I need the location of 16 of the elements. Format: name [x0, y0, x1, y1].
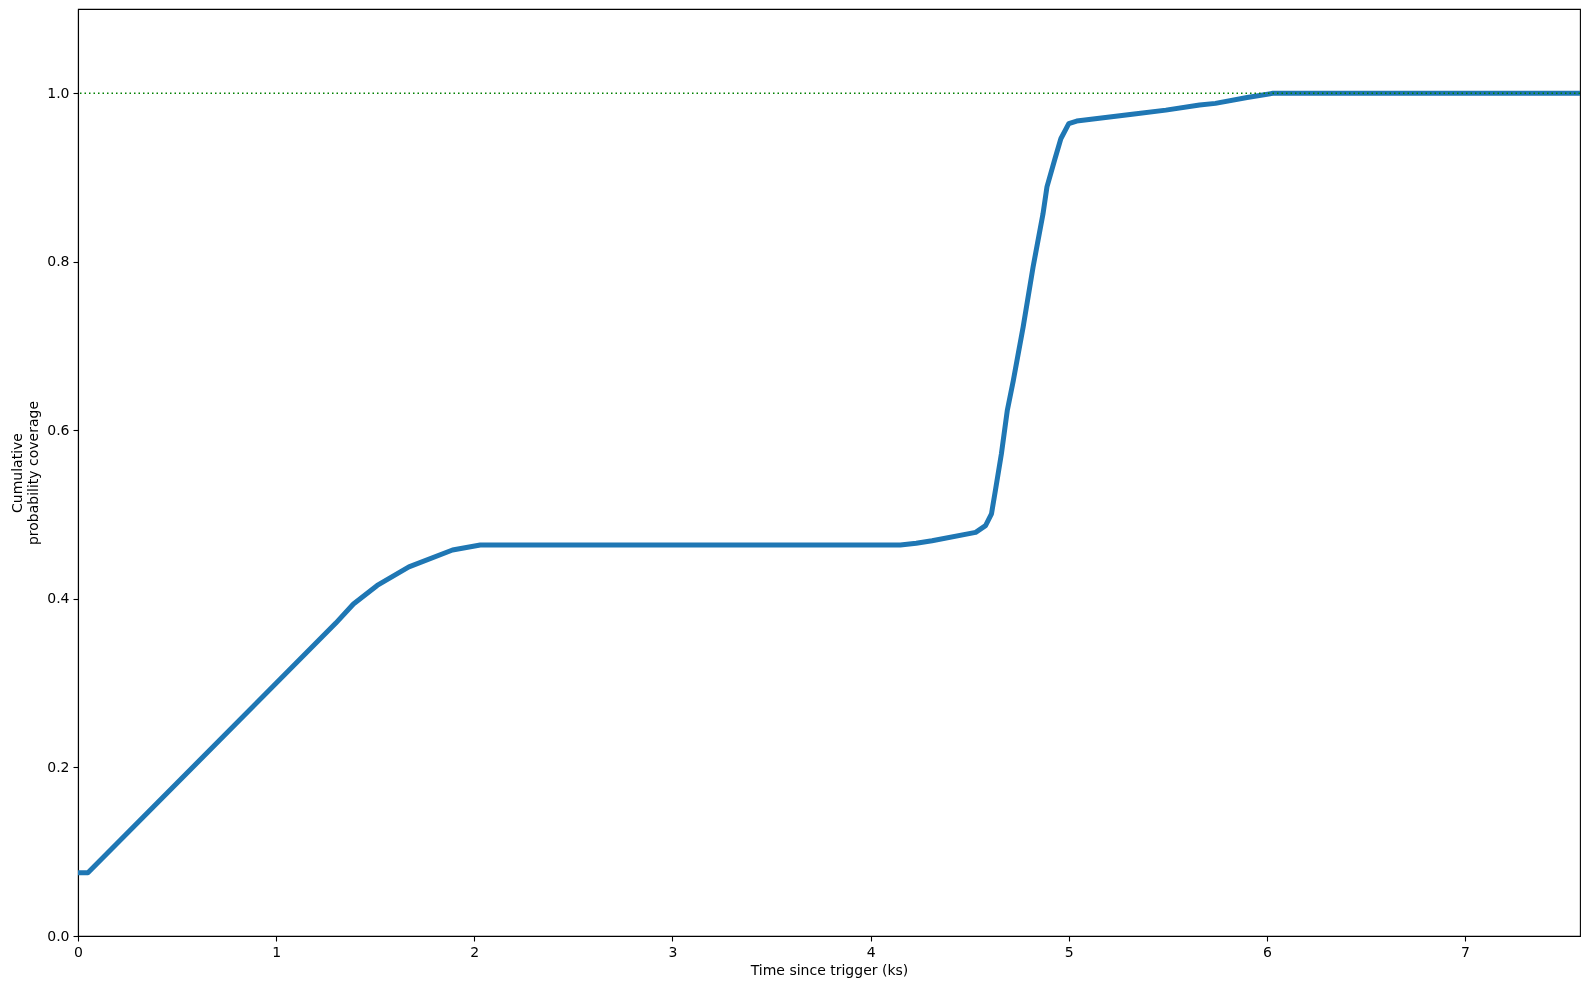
y-axis-title: Cumulative probability coverage [9, 400, 42, 546]
x-tick-label: 5 [1064, 943, 1074, 960]
x-tick-label: 7 [1461, 943, 1471, 960]
x-tick-label: 4 [866, 943, 876, 960]
y-tick-label: 1.0 [47, 84, 70, 101]
y-tick-label: 0.0 [47, 927, 70, 944]
x-axis-title: Time since trigger (ks) [749, 961, 909, 978]
x-tick-label: 2 [470, 943, 480, 960]
y-tick-label: 0.4 [47, 590, 70, 607]
y-tick-label: 0.2 [47, 758, 70, 775]
x-tick-label: 1 [272, 943, 282, 960]
x-tick-label: 3 [668, 943, 678, 960]
x-tick-label: 0 [74, 943, 83, 960]
x-tick-label: 6 [1262, 943, 1272, 960]
y-tick-label: 0.8 [47, 253, 70, 270]
y-tick-label: 0.6 [47, 421, 70, 438]
